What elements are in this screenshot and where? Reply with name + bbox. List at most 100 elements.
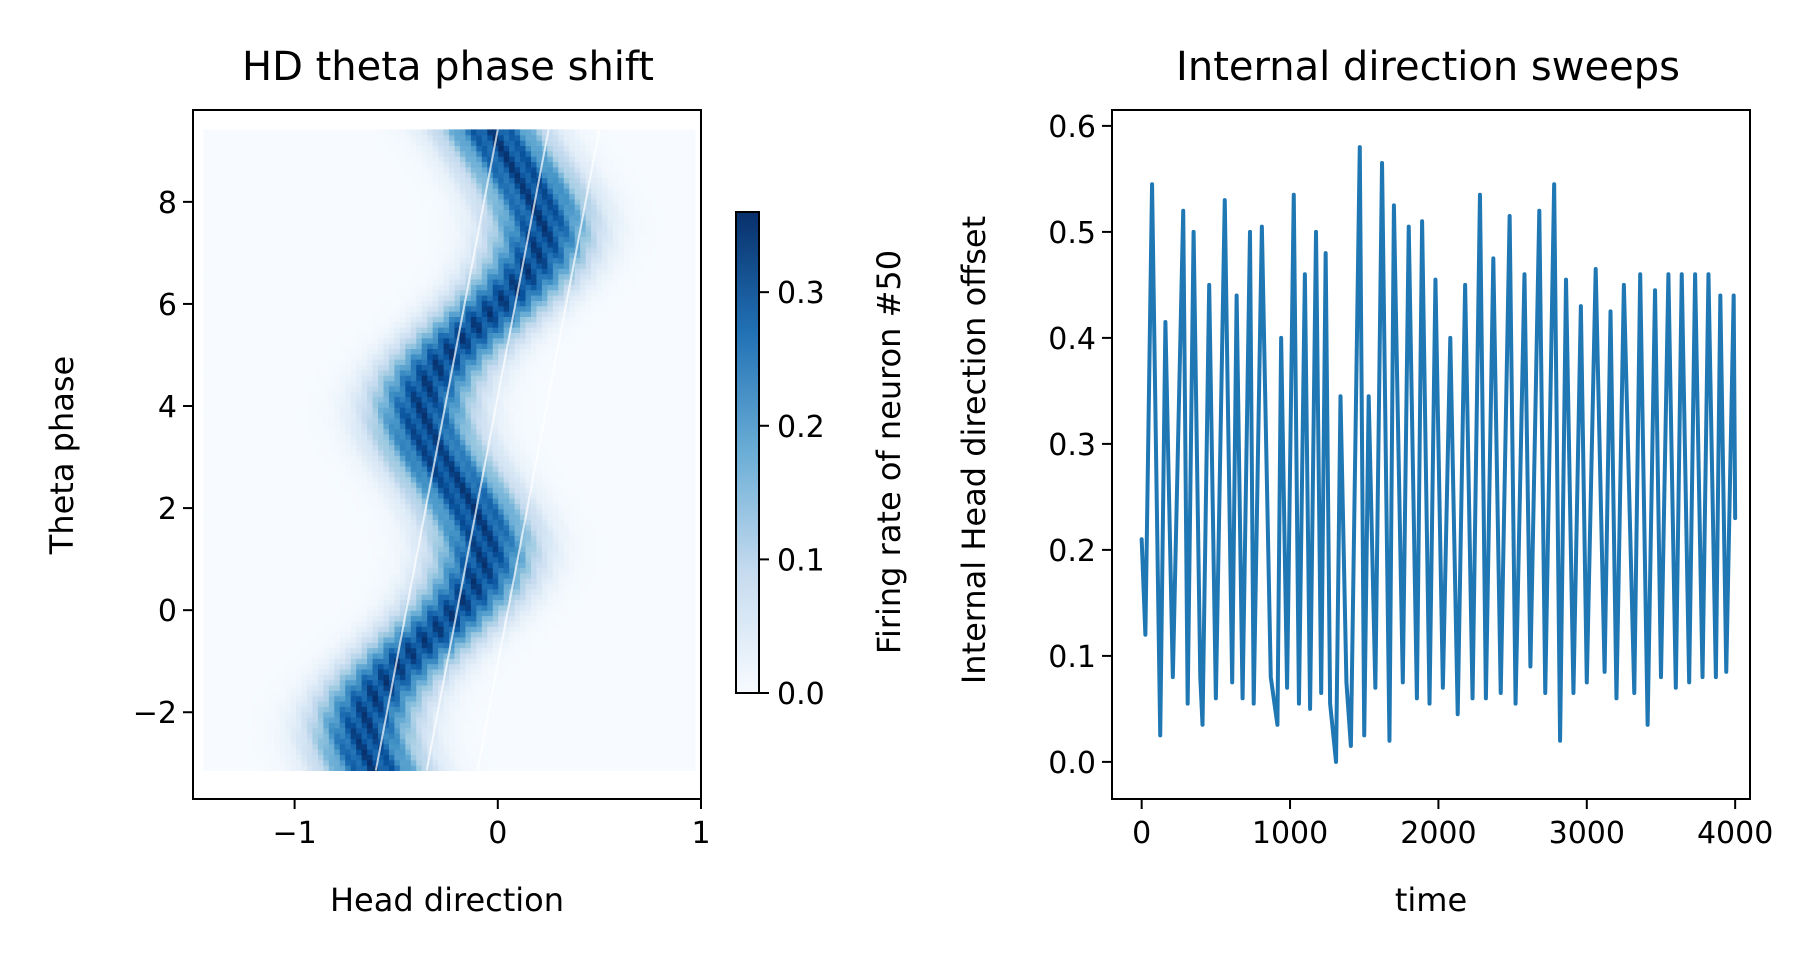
heatmap-cell — [645, 733, 652, 739]
heatmap-cell — [268, 615, 275, 622]
heatmap-cell — [465, 743, 472, 750]
heatmap-cell — [623, 524, 630, 531]
heatmap-cell — [427, 620, 434, 627]
heatmap-cell — [383, 679, 390, 686]
heatmap-cell — [596, 476, 603, 483]
heatmap-cell — [509, 733, 516, 739]
heatmap-cell — [399, 738, 406, 745]
heatmap-cell — [388, 578, 395, 585]
heatmap-cell — [312, 738, 319, 745]
heatmap-cell — [361, 743, 368, 750]
heatmap-cell — [246, 481, 253, 488]
heatmap-cell — [503, 535, 510, 542]
heatmap-cell — [388, 508, 395, 515]
heatmap-cell — [432, 524, 439, 531]
heatmap-cell — [268, 658, 275, 665]
heatmap-cell — [520, 519, 527, 526]
heatmap-cell — [214, 615, 221, 622]
heatmap-cell — [241, 668, 248, 675]
heatmap-cell — [394, 487, 401, 494]
heatmap-cell — [252, 668, 259, 675]
heatmap-cell — [235, 519, 242, 526]
heatmap-cell — [323, 626, 330, 633]
heatmap-cell — [339, 658, 346, 665]
heatmap-cell — [317, 524, 324, 531]
heatmap-cell — [503, 519, 510, 526]
heatmap-cell — [591, 503, 598, 510]
heatmap-cell — [257, 706, 264, 713]
heatmap-cell — [312, 674, 319, 681]
heatmap-cell — [345, 524, 352, 531]
heatmap-cell — [252, 556, 259, 563]
heatmap-cell — [541, 572, 548, 579]
heatmap-cell — [498, 717, 505, 723]
heatmap-cell — [438, 733, 445, 739]
heatmap-cell — [662, 487, 669, 494]
heatmap-cell — [602, 556, 609, 563]
heatmap-cell — [421, 684, 428, 691]
heatmap-cell — [487, 567, 494, 574]
heatmap-cell — [356, 674, 363, 681]
heatmap-cell — [361, 503, 368, 510]
heatmap-cell — [323, 588, 330, 595]
heatmap-cell — [296, 674, 303, 681]
heatmap-cell — [525, 626, 532, 633]
heatmap-cell — [569, 572, 576, 579]
heatmap-cell — [547, 546, 554, 552]
heatmap-cell — [596, 562, 603, 569]
heatmap-cell — [591, 663, 598, 670]
heatmap-cell — [443, 519, 450, 526]
heatmap-cell — [235, 540, 242, 547]
heatmap-cell — [279, 476, 286, 483]
heatmap-cell — [268, 535, 275, 542]
heatmap-cell — [459, 620, 467, 627]
heatmap-cell — [656, 754, 663, 761]
heatmap-cell — [476, 604, 483, 611]
heatmap-cell — [651, 487, 658, 494]
heatmap-cell — [492, 551, 499, 558]
heatmap-cell — [569, 642, 576, 649]
heatmap-cell — [438, 519, 445, 526]
heatmap-cell — [301, 572, 308, 579]
heatmap-cell — [645, 604, 652, 611]
heatmap-cell — [552, 567, 559, 574]
heatmap-cell — [580, 481, 587, 488]
heatmap-cell — [443, 583, 450, 590]
heatmap-cell — [208, 540, 215, 547]
heatmap-cell — [547, 497, 554, 504]
heatmap-cell — [612, 706, 620, 713]
heatmap-cell — [558, 631, 565, 638]
heatmap-cell — [492, 594, 499, 601]
heatmap-cell — [214, 668, 221, 675]
heatmap-cell — [470, 615, 477, 622]
heatmap-cell — [306, 647, 314, 654]
heatmap-cell — [317, 583, 324, 590]
heatmap-cell — [465, 578, 472, 585]
heatmap-cell — [301, 636, 308, 643]
heatmap-cell — [312, 508, 319, 515]
heatmap-cell — [328, 578, 335, 585]
heatmap-cell — [449, 508, 456, 515]
heatmap-cell — [563, 626, 570, 633]
heatmap-cell — [449, 668, 456, 675]
heatmap-cell — [607, 658, 614, 665]
heatmap-cell — [356, 508, 363, 515]
heatmap-cell — [459, 508, 467, 515]
heatmap-cell — [607, 722, 614, 729]
heatmap-cell — [388, 535, 395, 542]
heatmap-cell — [459, 562, 467, 569]
heatmap-cell — [449, 727, 456, 734]
heatmap-cell — [328, 497, 335, 504]
heatmap-cell — [558, 727, 565, 734]
heatmap-cell — [274, 668, 281, 675]
heatmap-cell — [487, 749, 494, 755]
heatmap-cell — [345, 503, 352, 510]
heatmap-cell — [492, 535, 499, 542]
heatmap-cell — [421, 658, 428, 665]
heatmap-cell — [596, 599, 603, 606]
heatmap-cell — [421, 679, 428, 686]
heatmap-cell — [257, 588, 264, 595]
heatmap-cell — [651, 492, 658, 499]
heatmap-cell — [498, 615, 505, 622]
heatmap-cell — [257, 722, 264, 729]
